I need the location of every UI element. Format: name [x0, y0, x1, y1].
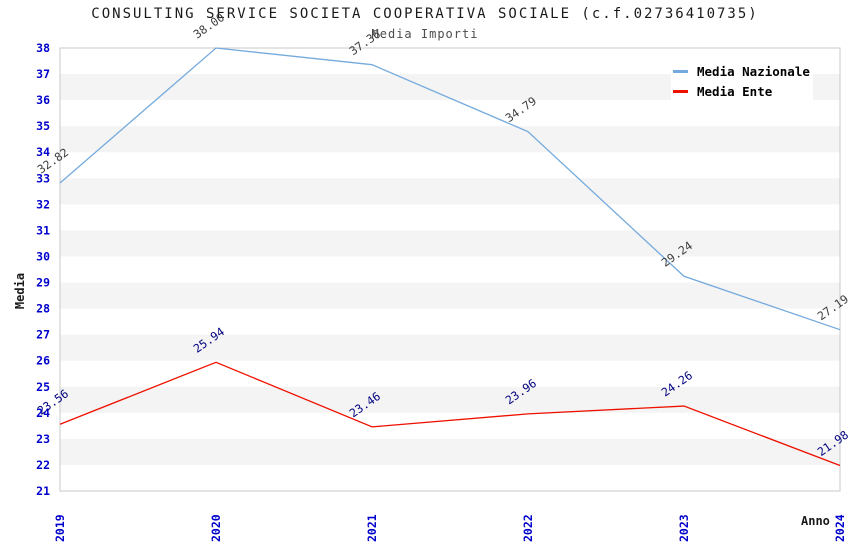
y-tick-label: 38	[36, 41, 50, 55]
y-tick-label: 26	[36, 354, 50, 368]
grid-band	[60, 282, 840, 309]
legend-label: Media Ente	[697, 83, 773, 99]
grid-band	[60, 178, 840, 205]
plot-border	[59, 47, 841, 492]
y-axis-title: Media	[13, 272, 28, 310]
point-label: 38.00	[191, 10, 227, 41]
series-line	[59, 47, 841, 331]
chart-title: CONSULTING SERVICE SOCIETA COOPERATIVA S…	[91, 6, 759, 22]
y-tick-label: 31	[36, 223, 50, 237]
y-tick-label: 24	[36, 406, 50, 420]
grid-band	[60, 438, 840, 465]
y-tick-label: 33	[36, 171, 50, 185]
y-tick-label: 35	[36, 119, 50, 133]
grid-band	[60, 230, 840, 257]
y-tick-label: 30	[36, 249, 50, 263]
y-tick-label: 37	[36, 67, 50, 81]
x-tick-label: 2023	[677, 514, 691, 542]
x-tick-label: 2024	[833, 514, 847, 542]
y-tick-label: 32	[36, 197, 50, 211]
y-tick-label: 34	[36, 145, 50, 159]
x-tick-label: 2021	[365, 514, 379, 542]
legend: Media Nazionale Media Ente	[671, 52, 813, 109]
legend-swatch-ente-icon	[673, 89, 688, 93]
y-tick-label: 36	[36, 93, 50, 107]
y-tick-label: 29	[36, 276, 50, 290]
grid-band	[60, 126, 840, 153]
legend-item-media-ente: Media Ente	[673, 81, 813, 101]
x-axis-title: Anno	[801, 514, 830, 528]
legend-item-media-nazionale: Media Nazionale	[673, 61, 813, 81]
y-tick-label: 27	[36, 328, 50, 342]
y-tick-label: 21	[36, 484, 50, 498]
legend-swatch-nazionale-icon	[673, 69, 688, 73]
point-label: 37.36	[347, 27, 383, 58]
x-tick-label: 2019	[53, 514, 67, 542]
grid-band	[60, 334, 840, 361]
y-tick-label: 22	[36, 458, 50, 472]
chart-subtitle: Media Importi	[371, 27, 479, 41]
series-line	[59, 361, 841, 467]
y-tick-label: 23	[36, 432, 50, 446]
y-tick-label: 25	[36, 380, 50, 394]
x-tick-label: 2022	[521, 514, 535, 542]
y-tick-label: 28	[36, 302, 50, 316]
grid-band	[60, 386, 840, 413]
x-tick-label: 2020	[209, 514, 223, 542]
legend-label: Media Nazionale	[697, 63, 810, 79]
